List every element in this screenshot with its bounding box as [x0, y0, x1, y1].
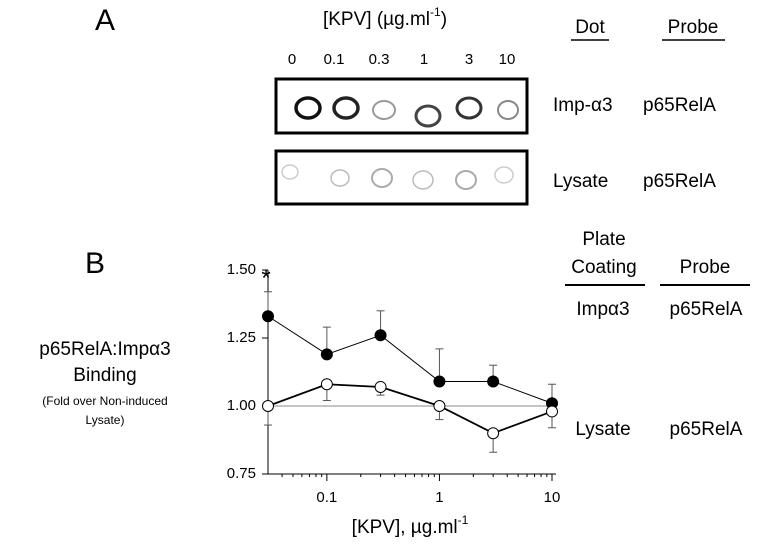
dot: [372, 100, 396, 120]
header: Probe: [668, 17, 719, 38]
x-axis-label: [KPV], µg.ml-1: [352, 513, 469, 538]
dot: [294, 96, 322, 120]
concentration-label: 0.3: [369, 51, 390, 68]
y-axis-note: Lysate): [86, 413, 125, 427]
point: [320, 378, 333, 391]
legend-header: Plate: [582, 229, 625, 250]
x-tick-label: 1: [435, 489, 443, 506]
point: [262, 310, 274, 323]
point: [487, 427, 500, 440]
y-tick-label: 1.25: [227, 329, 256, 346]
blot-title: [KPV] (µg.ml-1): [323, 5, 447, 30]
row-probe: p65RelA: [643, 95, 716, 116]
annotation: *: [261, 265, 270, 292]
blot-title-sup: -1: [430, 5, 441, 19]
dot: [497, 100, 519, 120]
panel-label: B: [85, 247, 105, 280]
row-probe: p65RelA: [643, 171, 716, 192]
blot-title-end: ): [441, 9, 447, 30]
concentration-label: 3: [465, 51, 473, 68]
dot: [494, 166, 514, 184]
legend-probe: p65RelA: [670, 419, 743, 440]
y-axis-label: Binding: [73, 365, 136, 386]
point: [374, 380, 387, 393]
y-tick-label: 1.00: [227, 397, 256, 414]
dot: [332, 96, 360, 120]
row-label: Imp-α3: [553, 95, 613, 116]
point: [433, 375, 446, 388]
row-label: Lysate: [553, 171, 608, 192]
series-line: [267, 383, 553, 435]
concentration-label: 10: [499, 51, 516, 68]
blot-box: [274, 77, 529, 135]
x-tick-label: 0.1: [316, 489, 337, 506]
dot: [371, 168, 393, 188]
dot: [455, 170, 477, 190]
dot: [330, 169, 350, 187]
legend-label: Impα3: [576, 299, 629, 320]
concentration-label: 0.1: [324, 51, 345, 68]
dots: [281, 96, 519, 190]
point: [374, 329, 387, 342]
point: [433, 400, 446, 412]
concentration-label: 0: [288, 51, 296, 68]
blot-title-text: [KPV] (µg.ml: [323, 9, 430, 30]
y-tick-label: 0.75: [227, 465, 256, 482]
dot: [455, 96, 483, 120]
series-line: [267, 315, 553, 404]
legend-header: Coating: [571, 257, 637, 278]
legend-header: Probe: [680, 257, 731, 278]
y-tick-label: 1.50: [227, 261, 256, 278]
x-axis-label-sup: -1: [458, 513, 469, 527]
dot: [414, 104, 442, 128]
y-axis-note: (Fold over Non-induced: [42, 394, 167, 408]
blot-box: [274, 149, 529, 206]
concentration-label: 1: [420, 51, 428, 68]
chart: B 1.50 1.25 1.00 0.75 0.1 1 10 [KPV], µg.ml-1 p65…: [39, 229, 750, 538]
x-tick-label: 10: [544, 489, 561, 506]
point: [546, 405, 558, 418]
dot: [281, 164, 299, 180]
panel-label: A: [95, 4, 115, 37]
dot: [412, 170, 434, 190]
point: [487, 375, 500, 388]
point: [320, 348, 333, 361]
legend-probe: p65RelA: [670, 299, 743, 320]
header: Dot: [575, 17, 605, 38]
point: [262, 400, 274, 412]
legend-label: Lysate: [575, 419, 630, 440]
y-axis-label: p65RelA:Impα3: [39, 339, 170, 360]
x-axis-label-text: [KPV], µg.ml: [352, 517, 458, 538]
